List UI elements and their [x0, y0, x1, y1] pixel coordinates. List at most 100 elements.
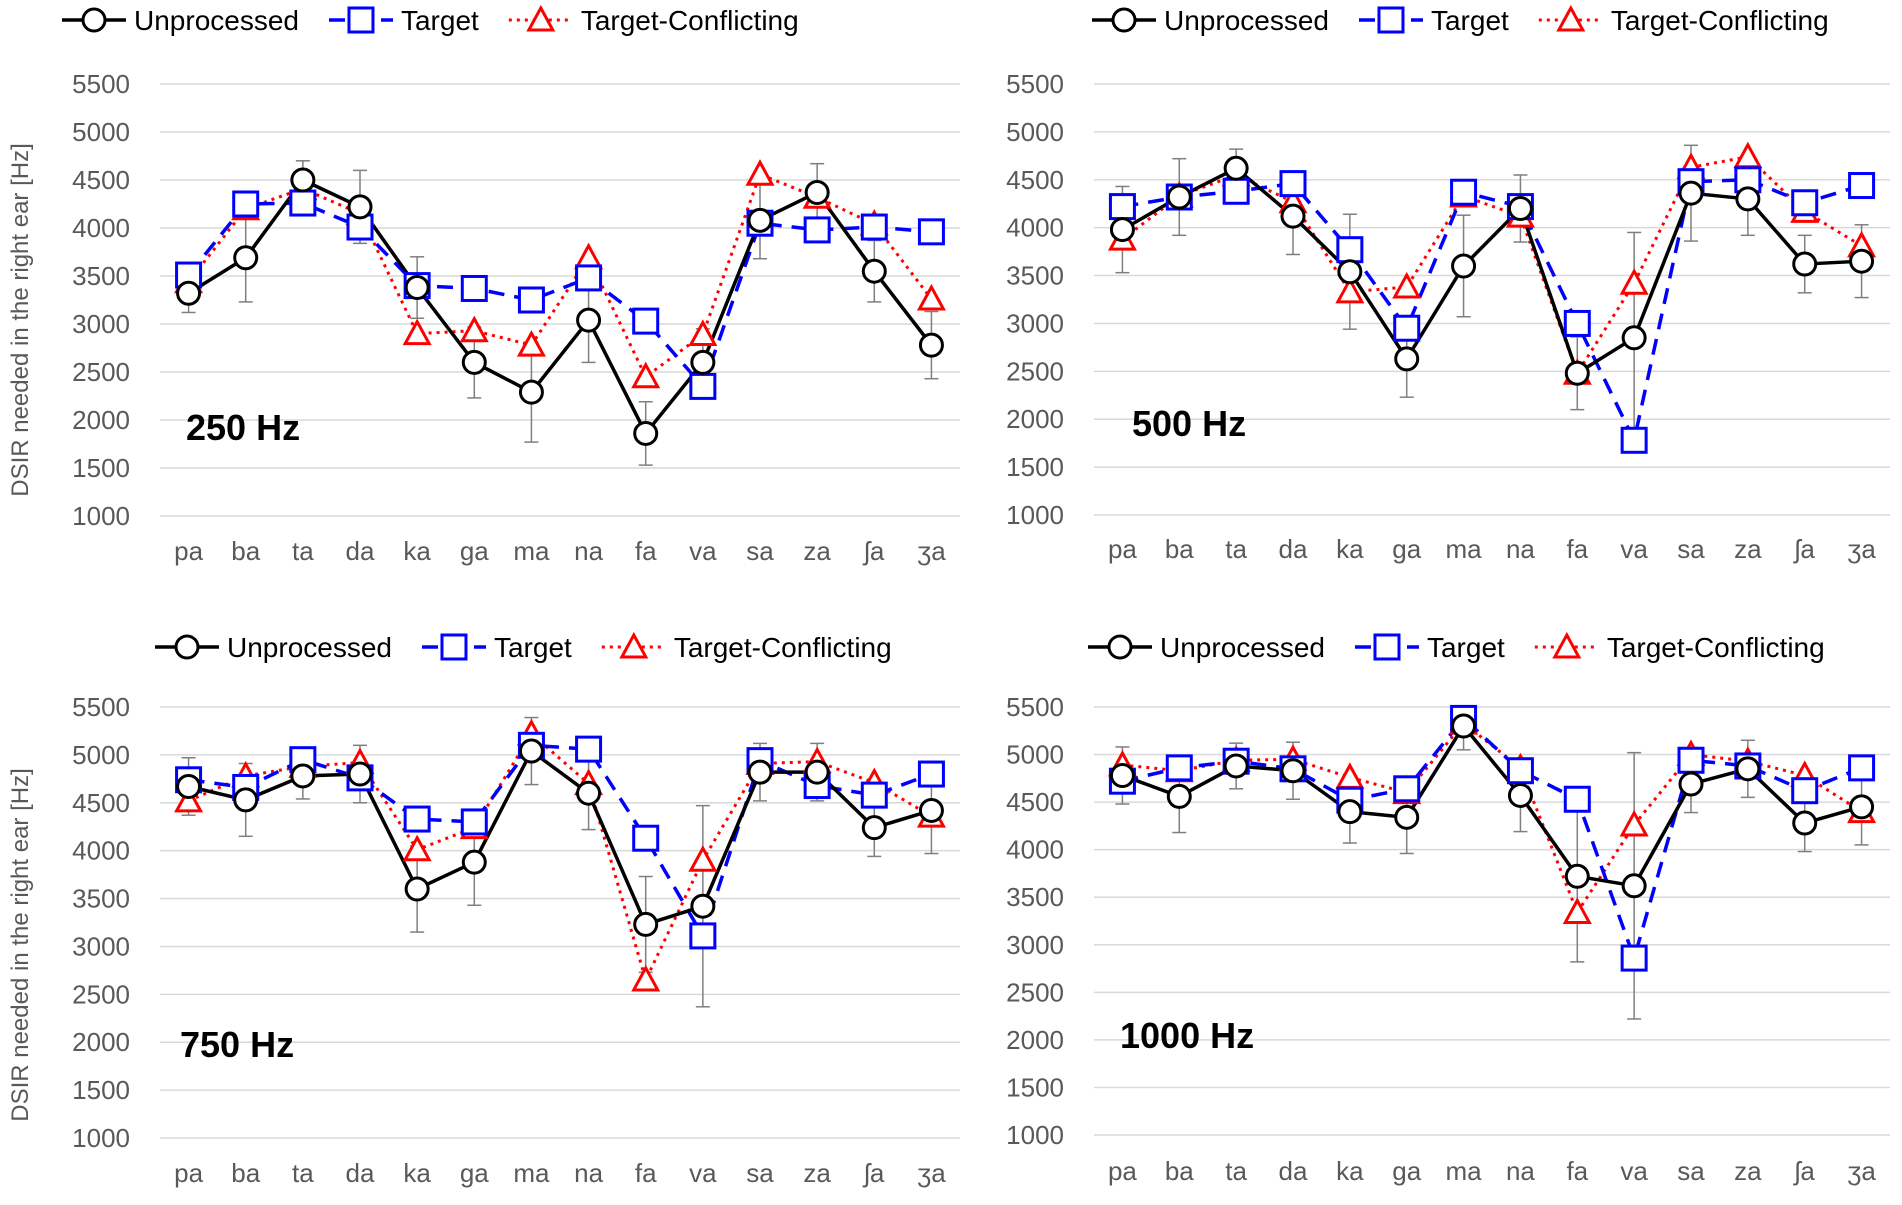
x-tick-label: da	[346, 536, 375, 566]
data-point-unprocessed	[461, 349, 487, 375]
x-tick-label: ba	[231, 536, 260, 566]
frequency-label: 1000 Hz	[1120, 1015, 1254, 1056]
data-point-unprocessed	[518, 738, 544, 764]
data-point-target	[1620, 426, 1648, 454]
data-point-target-conflicting	[745, 159, 775, 186]
data-point-unprocessed	[804, 179, 830, 205]
y-tick-label: 5000	[72, 117, 130, 147]
data-point-unprocessed	[747, 759, 773, 785]
chart-panel-500-hz: 1000 1500 2000 2500 3000 3500 4000 4500 5000 5500…	[1006, 4, 1890, 564]
data-point-target	[860, 781, 888, 809]
data-point-unprocessed	[518, 379, 544, 405]
data-point-unprocessed	[404, 876, 430, 902]
x-tick-label: ʃa	[862, 1158, 885, 1188]
legend-marker-target-conflicting	[619, 631, 649, 659]
y-tick-label: 4500	[72, 788, 130, 818]
data-point-target-conflicting	[1335, 762, 1365, 789]
x-tick-label: ʒa	[1847, 1156, 1876, 1186]
data-point-unprocessed	[576, 307, 602, 333]
data-point-unprocessed	[1451, 253, 1477, 279]
x-tick-label: fa	[1566, 534, 1588, 564]
legend-marker-target	[1377, 6, 1405, 34]
data-point-unprocessed	[1849, 794, 1875, 820]
x-tick-label: ma	[513, 536, 550, 566]
data-point-unprocessed	[404, 275, 430, 301]
data-point-unprocessed	[690, 893, 716, 919]
x-tick-label: da	[346, 1158, 375, 1188]
data-point-target-conflicting	[516, 329, 546, 357]
y-tick-label: 3000	[1006, 930, 1064, 960]
data-point-unprocessed	[1394, 346, 1420, 372]
y-tick-label: 2000	[72, 1027, 130, 1057]
legend-label-unprocessed: Unprocessed	[227, 632, 392, 663]
x-tick-label: ma	[1446, 534, 1483, 564]
data-point-target	[575, 264, 603, 292]
x-tick-label: fa	[635, 1158, 657, 1188]
y-tick-label: 4000	[1006, 213, 1064, 243]
data-point-target-conflicting	[1733, 141, 1763, 169]
y-tick-label: 2500	[72, 979, 130, 1009]
data-point-target	[1563, 309, 1591, 337]
x-tick-label: pa	[1108, 534, 1137, 564]
data-point-unprocessed	[1849, 248, 1875, 274]
x-tick-label: na	[1506, 1156, 1535, 1186]
y-tick-label: 4500	[72, 165, 130, 195]
legend-marker-target	[347, 6, 375, 34]
data-point-unprocessed	[461, 849, 487, 875]
data-point-unprocessed	[1394, 804, 1420, 830]
data-point-unprocessed	[1337, 799, 1363, 825]
data-point-target	[1791, 777, 1819, 805]
data-point-unprocessed	[347, 194, 373, 220]
data-point-unprocessed	[633, 420, 659, 446]
data-point-unprocessed	[1792, 251, 1818, 277]
data-point-unprocessed	[233, 787, 259, 813]
data-point-unprocessed	[1678, 180, 1704, 206]
data-point-target-conflicting	[688, 319, 718, 347]
x-tick-label: na	[574, 536, 603, 566]
x-tick-label: ʒa	[1847, 534, 1876, 564]
x-tick-label: ka	[403, 536, 431, 566]
data-point-target-conflicting	[1392, 271, 1422, 299]
data-point-unprocessed	[1109, 762, 1135, 788]
legend-label-target: Target	[494, 632, 572, 663]
x-tick-label: da	[1279, 534, 1308, 564]
x-tick-label: na	[574, 1158, 603, 1188]
y-tick-label: 4500	[1006, 165, 1064, 195]
x-tick-label: va	[689, 536, 717, 566]
x-tick-label: za	[803, 536, 831, 566]
data-point-unprocessed	[1109, 217, 1135, 243]
x-tick-label: va	[689, 1158, 717, 1188]
data-point-unprocessed	[1166, 184, 1192, 210]
data-point-unprocessed	[1792, 810, 1818, 836]
data-point-target-conflicting	[1619, 809, 1649, 837]
legend-marker-target-conflicting	[1556, 4, 1586, 32]
y-tick-label: 1000	[1006, 1120, 1064, 1150]
x-tick-label: ma	[513, 1158, 550, 1188]
data-point-unprocessed	[1280, 758, 1306, 784]
y-tick-label: 1000	[72, 1123, 130, 1153]
legend-marker-target-conflicting	[526, 4, 556, 32]
legend-label-target: Target	[401, 5, 479, 36]
x-tick-label: ba	[231, 1158, 260, 1188]
data-point-target	[632, 307, 660, 335]
x-tick-label: ta	[292, 1158, 314, 1188]
y-tick-label: 1500	[1006, 1072, 1064, 1102]
legend-label-target-conflicting: Target-Conflicting	[674, 632, 892, 663]
y-tick-label: 3000	[72, 309, 130, 339]
legend-marker-target-conflicting	[1552, 631, 1582, 659]
x-tick-label: ga	[460, 1158, 489, 1188]
y-tick-label: 1000	[72, 501, 130, 531]
data-point-target	[803, 216, 831, 244]
data-point-target	[689, 372, 717, 400]
data-point-target	[403, 805, 431, 833]
data-point-unprocessed	[1678, 771, 1704, 797]
data-point-unprocessed	[576, 780, 602, 806]
data-point-unprocessed	[1507, 196, 1533, 222]
legend-marker-unprocessed	[1107, 634, 1133, 660]
data-point-target	[1279, 170, 1307, 198]
y-tick-label: 1500	[72, 453, 130, 483]
data-point-target	[1848, 172, 1876, 200]
y-tick-label: 3000	[72, 931, 130, 961]
y-axis-label: DSIR needed in the right ear [Hz]	[7, 768, 34, 1122]
